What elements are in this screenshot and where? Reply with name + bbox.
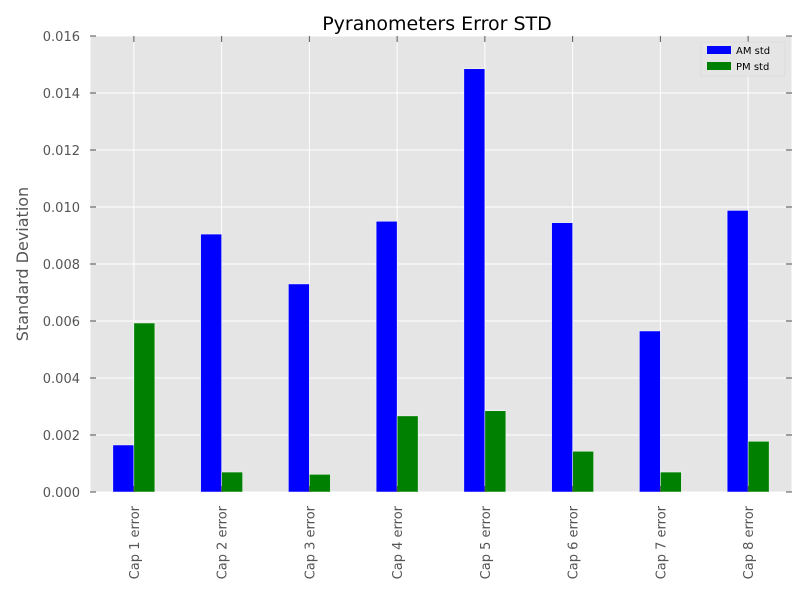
legend-swatch-am: [707, 46, 731, 54]
legend-label-pm: PM std: [736, 62, 769, 73]
y-tick-label: 0.010: [43, 201, 80, 216]
legend-swatch-pm: [707, 62, 731, 70]
x-tick-label: Cap 3 error: [303, 505, 318, 579]
y-tick-label: 0.006: [43, 315, 80, 330]
bar-pm-std-3: [309, 474, 331, 493]
bar-pm-std-4: [396, 415, 419, 493]
bar-am-std-1: [112, 444, 135, 493]
bar-pm-std-8: [747, 441, 770, 493]
bar-am-std-2: [200, 233, 222, 493]
ticks-layer: 0.000 0.002 0.004 0.006 0.008 0.010 0.012 0.014…: [43, 30, 792, 579]
y-tick-label: 0.004: [43, 372, 80, 387]
x-tick-label: Cap 4 error: [391, 505, 406, 579]
bar-pm-std-1: [133, 322, 156, 493]
bar-pm-std-7: [660, 471, 682, 493]
y-tick-label: 0.002: [43, 429, 80, 444]
bar-pm-std-2: [221, 471, 243, 493]
bars-layer: [112, 68, 770, 493]
x-tick-label: Cap 7 error: [654, 505, 669, 579]
bar-pm-std-6: [572, 450, 594, 493]
bar-am-std-5: [463, 68, 486, 493]
bar-pm-std-5: [484, 410, 507, 493]
y-tick-label: 0.016: [43, 30, 80, 45]
chart-title: Pyranometers Error STD: [322, 13, 552, 35]
bar-am-std-7: [639, 330, 661, 493]
legend-label-am: AM std: [736, 46, 770, 57]
x-tick-label: Cap 2 error: [216, 505, 231, 579]
x-tick-label: Cap 8 error: [742, 505, 757, 579]
bar-am-std-3: [288, 283, 310, 493]
y-tick-label: 0.008: [43, 258, 80, 273]
x-tick-label: Cap 1 error: [128, 505, 143, 579]
y-axis-label: Standard Deviation: [13, 187, 32, 341]
x-tick-label: Cap 6 error: [567, 505, 582, 579]
bar-am-std-6: [551, 222, 573, 493]
y-tick-label: 0.012: [43, 144, 80, 159]
x-tick-label: Cap 5 error: [479, 505, 494, 579]
bar-am-std-4: [375, 221, 398, 493]
y-tick-label: 0.014: [43, 87, 80, 102]
y-tick-label: 0.000: [43, 486, 80, 501]
bar-am-std-8: [726, 210, 749, 493]
legend: AM std PM std: [700, 41, 786, 77]
